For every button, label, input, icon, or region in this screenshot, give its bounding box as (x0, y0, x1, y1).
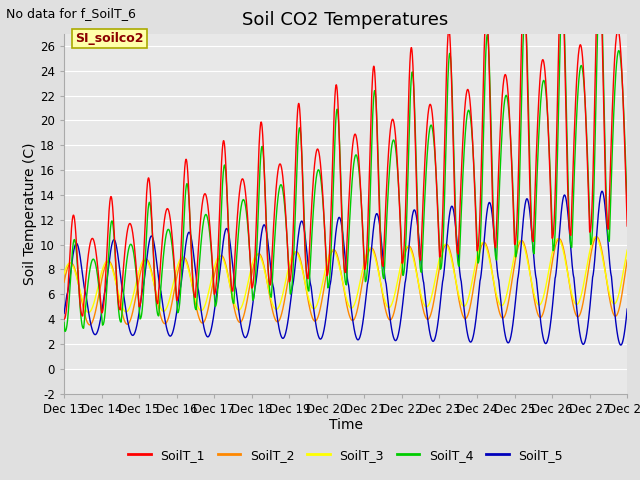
X-axis label: Time: Time (328, 419, 363, 432)
Text: SI_soilco2: SI_soilco2 (76, 32, 144, 45)
Text: No data for f_SoilT_6: No data for f_SoilT_6 (6, 7, 136, 20)
Y-axis label: Soil Temperature (C): Soil Temperature (C) (23, 143, 37, 285)
Title: Soil CO2 Temperatures: Soil CO2 Temperatures (243, 11, 449, 29)
Legend: SoilT_1, SoilT_2, SoilT_3, SoilT_4, SoilT_5: SoilT_1, SoilT_2, SoilT_3, SoilT_4, Soil… (123, 444, 568, 467)
